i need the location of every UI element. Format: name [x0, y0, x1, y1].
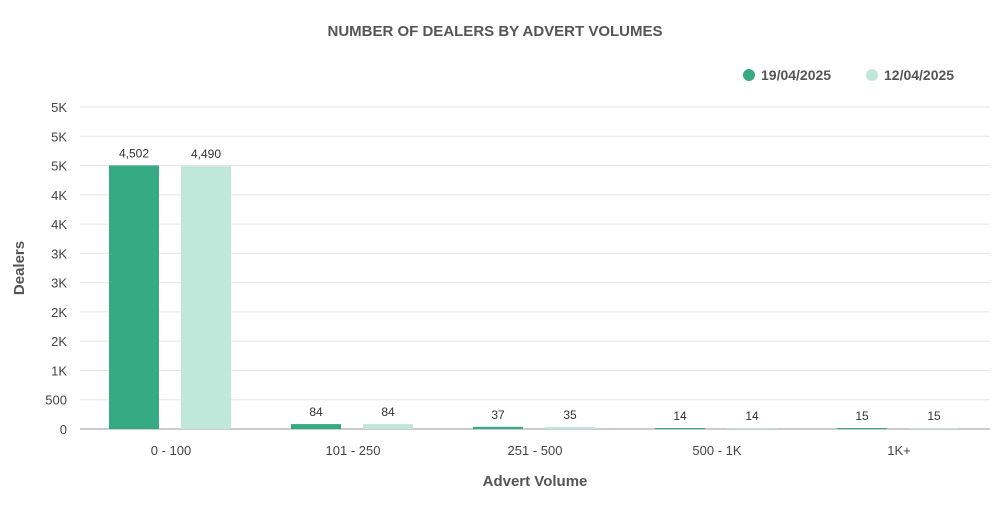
- bar-value-label: 35: [563, 408, 577, 422]
- bar-series-1[interactable]: [291, 424, 341, 429]
- y-tick-label: 5K: [51, 100, 67, 115]
- bar-value-label: 84: [381, 405, 395, 419]
- bar-value-label: 15: [927, 409, 941, 423]
- y-tick-label: 4K: [51, 217, 67, 232]
- x-tick-label: 1K+: [887, 443, 911, 458]
- data-labels: 4,502 4,490 84 84 37 35 14 14 15 15: [119, 146, 941, 423]
- bar-value-label: 4,502: [119, 146, 149, 160]
- y-tick-label: 5K: [51, 159, 67, 174]
- bar-series-1[interactable]: [109, 165, 159, 430]
- bar-value-label: 4,490: [191, 147, 221, 161]
- bar-value-label: 15: [855, 409, 869, 423]
- y-tick-label: 0: [60, 422, 67, 437]
- y-tick-label: 2K: [51, 305, 67, 320]
- bar-value-label: 84: [309, 405, 323, 419]
- y-tick-label: 3K: [51, 276, 67, 291]
- y-tick-label: 5K: [51, 129, 67, 144]
- bar-value-label: 37: [491, 408, 505, 422]
- chart-title: NUMBER OF DEALERS BY ADVERT VOLUMES: [327, 23, 662, 40]
- bar-series-2[interactable]: [545, 426, 595, 429]
- y-tick-label: 3K: [51, 246, 67, 261]
- bar-value-label: 14: [745, 409, 759, 423]
- legend-item-series-1[interactable]: 19/04/2025: [743, 67, 831, 83]
- x-axis-ticks: 0 - 100 101 - 250 251 - 500 500 - 1K 1K+: [151, 443, 911, 458]
- y-axis-title: Dealers: [11, 241, 28, 295]
- x-tick-label: 101 - 250: [326, 443, 381, 458]
- legend-marker-series-1: [743, 69, 755, 81]
- x-tick-label: 0 - 100: [151, 443, 191, 458]
- legend-label-series-2: 12/04/2025: [884, 67, 954, 83]
- bar-series-2[interactable]: [909, 428, 959, 429]
- legend: 19/04/2025 12/04/2025: [743, 67, 954, 83]
- bar-series-2[interactable]: [727, 428, 777, 429]
- bar-series-1[interactable]: [655, 428, 705, 429]
- bar-series-1[interactable]: [473, 426, 523, 429]
- y-tick-label: 4K: [51, 188, 67, 203]
- legend-marker-series-2: [866, 69, 878, 81]
- bar-series-2[interactable]: [181, 166, 231, 429]
- x-tick-label: 500 - 1K: [692, 443, 741, 458]
- bar-series-1[interactable]: [837, 428, 887, 429]
- gridlines: [80, 106, 990, 430]
- legend-item-series-2[interactable]: 12/04/2025: [866, 67, 954, 83]
- y-tick-label: 500: [45, 393, 67, 408]
- bar-series-2[interactable]: [363, 424, 413, 429]
- bars: [109, 165, 959, 430]
- x-tick-label: 251 - 500: [508, 443, 563, 458]
- y-tick-label: 2K: [51, 334, 67, 349]
- y-axis-ticks: 0 500 1K 2K 2K 3K 3K 4K 4K 5K 5K 5K: [45, 100, 67, 437]
- y-tick-label: 1K: [51, 363, 67, 378]
- bar-value-label: 14: [673, 409, 687, 423]
- legend-label-series-1: 19/04/2025: [761, 67, 831, 83]
- x-axis-title: Advert Volume: [483, 473, 588, 490]
